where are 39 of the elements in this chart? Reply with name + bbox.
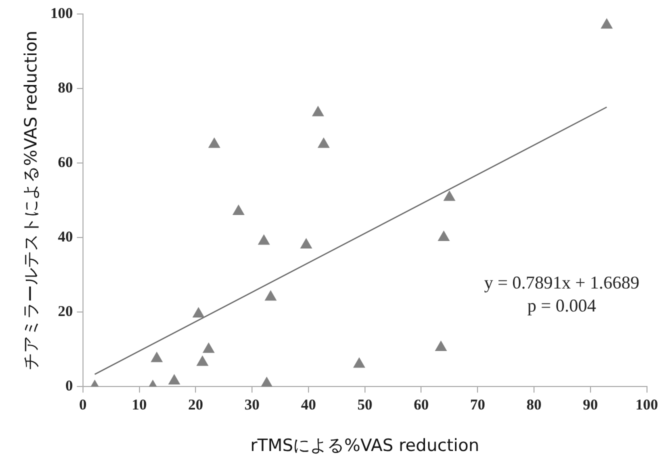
point xyxy=(443,190,456,201)
point xyxy=(264,290,277,301)
point xyxy=(312,106,324,116)
point xyxy=(258,234,270,245)
y-tick-label: 0 xyxy=(65,378,73,394)
y-tick-label: 100 xyxy=(50,6,73,22)
y-tick-label: 80 xyxy=(58,80,73,96)
x-tick-label: 10 xyxy=(132,397,147,414)
x-tick-label: 100 xyxy=(636,397,658,414)
x-tick-label: 0 xyxy=(79,397,87,414)
x-tick-label: 20 xyxy=(188,397,204,414)
x-tick-label: 80 xyxy=(526,397,542,414)
x-tick-label: 60 xyxy=(414,397,429,414)
y-tick-label: 60 xyxy=(58,154,73,171)
point xyxy=(202,342,215,353)
x-axis-title: rTMSによる%VAS reduction xyxy=(250,436,480,456)
y-tick-label: 20 xyxy=(58,304,73,320)
annotation: p = 0.004 xyxy=(527,295,596,316)
point xyxy=(168,374,180,385)
point xyxy=(434,340,448,351)
x-tick-label: 70 xyxy=(470,397,486,414)
x-tick-label: 40 xyxy=(300,397,316,414)
point xyxy=(208,137,220,148)
point xyxy=(600,18,613,29)
x-tick-label: 90 xyxy=(582,397,598,414)
point xyxy=(300,238,312,249)
point xyxy=(353,357,366,368)
point xyxy=(232,204,245,215)
point xyxy=(438,230,450,242)
y-axis-title: チアミラールテストによる%VAS reduction xyxy=(22,30,42,370)
point xyxy=(260,376,273,387)
annotation: y = 0.7891x + 1.6689 xyxy=(484,272,640,292)
y-tick-label: 40 xyxy=(58,229,73,246)
point xyxy=(318,137,330,148)
point xyxy=(196,355,208,366)
point xyxy=(150,352,163,362)
x-tick-label: 30 xyxy=(244,397,260,414)
x-tick-label: 50 xyxy=(357,397,372,414)
point xyxy=(192,306,205,318)
